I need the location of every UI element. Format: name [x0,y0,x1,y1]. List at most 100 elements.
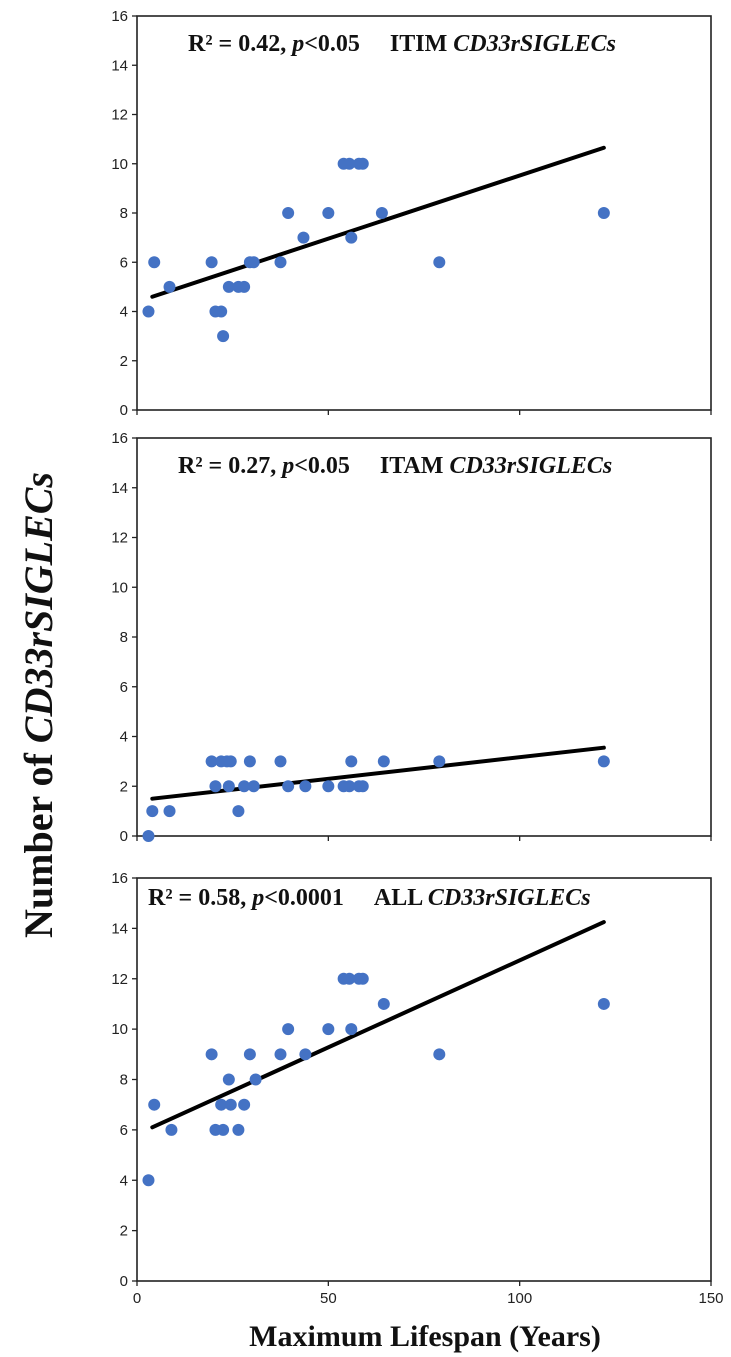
data-point [375,207,388,219]
data-point [597,997,610,1010]
y-tick-label: 14 [111,480,128,497]
data-point [322,1023,335,1036]
panel-annotation: R² = 0.27, p<0.05 ITAM CD33rSIGLECs [178,453,612,479]
data-point [224,755,237,768]
data-point [343,780,356,793]
y-tick-label: 16 [111,8,128,25]
y-tick-label: 0 [120,828,128,845]
data-point [247,256,260,269]
y-tick-label: 12 [111,971,128,988]
data-point [297,231,310,244]
y-tick-label: 0 [120,402,128,419]
data-point [322,207,335,219]
x-axis-label: Maximum Lifespan (Years) [249,1320,601,1353]
data-point [205,256,218,269]
y-axis-label: Number of CD33rSIGLECs [16,472,61,938]
annotation-gene: CD33rSIGLECs [453,31,616,57]
annotation-group: ALL [374,885,428,911]
data-point [282,780,295,793]
y-tick-label: 10 [111,579,128,596]
x-tick-label: 0 [133,1290,141,1307]
y-tick-label: 16 [111,430,128,447]
data-point [238,280,251,293]
data-point [146,805,159,818]
data-point [238,1098,251,1111]
y-tick-label: 12 [111,530,128,547]
trendline [150,145,606,299]
data-point [249,1073,262,1086]
x-tick-label: 100 [507,1290,532,1307]
annotation-r-squared: R² = 0.58, [148,885,252,911]
data-point [142,1174,155,1187]
annotation-p-letter: p [290,31,304,57]
data-point [282,207,295,219]
annotation-p-value: <0.05 [294,453,350,479]
data-point [217,330,230,343]
data-point [148,256,161,269]
y-tick-label: 4 [120,1172,128,1189]
annotation-group: ITIM [390,31,453,57]
y-axis-label-prefix: Number of [16,743,61,938]
data-point [597,207,610,219]
data-point [224,1098,237,1111]
data-point [163,280,176,293]
data-point [356,972,369,985]
y-tick-label: 14 [111,57,128,74]
data-point [247,780,260,793]
panel-3: 0 2 4 6 8 10 12 14 16 0 50 100 150 R² = 0.58, p<0.000… [111,870,723,1307]
data-point [222,1073,235,1086]
plot-frame [136,437,712,837]
y-tick-label: 2 [120,353,128,370]
data-point [142,830,155,842]
data-point [209,780,222,793]
trendline [150,920,606,1130]
panel-annotation: R² = 0.42, p<0.05 ITIM CD33rSIGLECs [188,31,616,57]
data-point [356,780,369,793]
y-tick-label: 14 [111,920,128,937]
data-point [377,997,390,1010]
data-point [217,1123,230,1136]
data-point [165,1123,178,1136]
y-tick-label: 10 [111,156,128,173]
y-tick-label: 10 [111,1021,128,1038]
data-point [205,755,218,768]
data-point [433,256,446,269]
data-point [433,1048,446,1061]
data-point [282,1023,295,1036]
y-tick-label: 0 [120,1273,128,1290]
x-tick-label: 50 [320,1290,337,1307]
data-point [274,1048,287,1061]
data-point [215,305,228,318]
data-point [222,280,235,293]
y-tick-label: 8 [120,629,128,646]
trendline [150,745,606,801]
annotation-p-letter: p [250,885,264,911]
data-point [299,780,312,793]
y-tick-label: 2 [120,778,128,795]
x-tick-label: 150 [698,1290,723,1307]
data-point [215,1098,228,1111]
annotation-p-value: <0.05 [304,31,360,57]
annotation-r-squared: R² = 0.27, [178,453,282,479]
data-point [322,780,335,793]
data-point [343,157,356,170]
data-point [343,972,356,985]
annotation-r-squared: R² = 0.42, [188,31,292,57]
y-tick-label: 6 [120,1122,128,1139]
data-point [222,780,235,793]
panel-1: 0 2 4 6 8 10 12 14 16 R² = 0.42, p<0.05 ITIM CD33r… [111,8,712,419]
annotation-gene: CD33rSIGLECs [428,885,591,911]
data-point [345,755,358,768]
data-point [433,755,446,768]
data-point [356,157,369,170]
data-point [377,755,390,768]
y-tick-label: 16 [111,870,128,887]
annotation-group: ITAM [380,453,450,479]
data-point [597,755,610,768]
plot-frame [136,15,712,411]
annotation-gene: CD33rSIGLECs [449,453,612,479]
data-point [243,755,256,768]
y-tick-label: 8 [120,205,128,222]
